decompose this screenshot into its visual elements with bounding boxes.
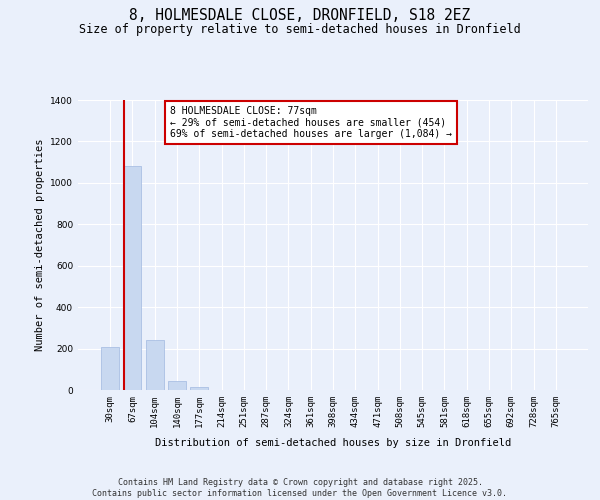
Text: 8, HOLMESDALE CLOSE, DRONFIELD, S18 2EZ: 8, HOLMESDALE CLOSE, DRONFIELD, S18 2EZ	[130, 8, 470, 22]
Bar	[190, 387, 208, 390]
Bar	[101, 346, 119, 390]
Text: Distribution of semi-detached houses by size in Dronfield: Distribution of semi-detached houses by …	[155, 438, 511, 448]
Bar	[146, 340, 164, 390]
Text: Contains HM Land Registry data © Crown copyright and database right 2025.
Contai: Contains HM Land Registry data © Crown c…	[92, 478, 508, 498]
Text: 8 HOLMESDALE CLOSE: 77sqm
← 29% of semi-detached houses are smaller (454)
69% of: 8 HOLMESDALE CLOSE: 77sqm ← 29% of semi-…	[170, 106, 452, 139]
Bar	[124, 166, 142, 390]
Text: Size of property relative to semi-detached houses in Dronfield: Size of property relative to semi-detach…	[79, 22, 521, 36]
Bar	[168, 380, 186, 390]
Y-axis label: Number of semi-detached properties: Number of semi-detached properties	[35, 138, 44, 352]
